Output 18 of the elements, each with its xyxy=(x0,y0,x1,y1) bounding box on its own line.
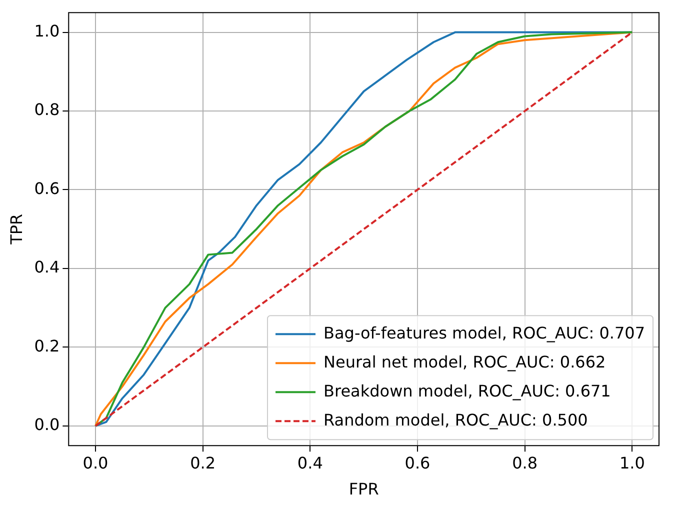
y-tick-label: 1.0 xyxy=(34,21,60,40)
y-tick-label: 0.8 xyxy=(34,100,60,120)
y-tick-label: 0.0 xyxy=(34,415,60,434)
legend-label: Bag-of-features model, ROC_AUC: 0.707 xyxy=(324,323,645,342)
legend-label: Neural net model, ROC_AUC: 0.662 xyxy=(324,352,606,372)
x-tick-label: 0.2 xyxy=(190,453,216,472)
y-axis-title: TPR xyxy=(6,214,26,246)
x-tick-label: 1.0 xyxy=(619,453,645,472)
legend-label: Random model, ROC_AUC: 0.500 xyxy=(324,410,588,430)
x-tick-label: 0.6 xyxy=(404,453,430,472)
legend-label: Breakdown model, ROC_AUC: 0.671 xyxy=(324,381,611,400)
x-axis-title: FPR xyxy=(348,480,379,499)
y-tick-label: 0.6 xyxy=(34,178,60,198)
x-tick-label: 0.4 xyxy=(297,453,323,472)
x-tick-label: 0.0 xyxy=(82,453,108,472)
y-tick-label: 0.4 xyxy=(34,258,60,277)
y-tick-label: 0.2 xyxy=(34,336,60,356)
x-tick-label: 0.8 xyxy=(512,453,538,472)
